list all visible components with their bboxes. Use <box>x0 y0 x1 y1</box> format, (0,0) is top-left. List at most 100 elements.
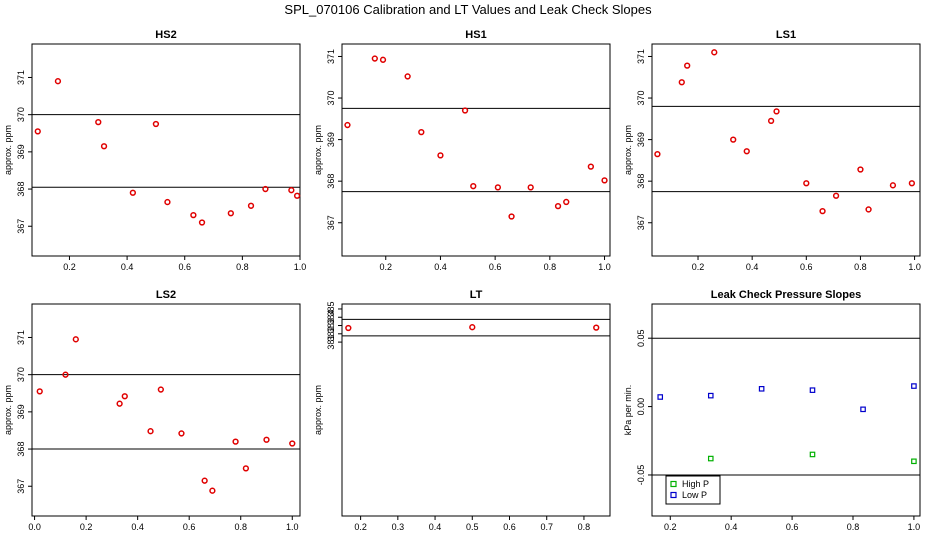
data-point <box>263 436 270 443</box>
data-point <box>100 143 108 150</box>
y-tick-label: 369 <box>16 404 26 419</box>
data-point <box>190 211 197 219</box>
data-point <box>95 118 102 126</box>
data-point <box>147 428 154 435</box>
data-point <box>860 406 866 413</box>
x-tick-label: 0.2 <box>664 522 677 532</box>
x-tick-label: 0.8 <box>234 522 247 532</box>
data-point <box>678 79 685 86</box>
data-point <box>164 198 171 206</box>
chart-panel-3: LS1 0.2 0.4 0.6 0.8 1.0 367 368 369 370 371 approx.… <box>623 29 921 272</box>
panel-title: HS2 <box>155 29 176 41</box>
y-tick-label: 381 <box>326 335 336 350</box>
x-tick-label: 1.0 <box>294 262 307 272</box>
x-tick-label: 0.8 <box>578 522 591 532</box>
data-point <box>908 180 916 187</box>
y-tick-label: 370 <box>636 91 646 106</box>
data-point <box>418 128 425 136</box>
data-point <box>508 213 515 220</box>
data-point <box>289 440 296 447</box>
data-point <box>437 152 444 159</box>
x-tick-label: 0.4 <box>725 522 738 532</box>
x-tick-label: 0.2 <box>80 522 93 532</box>
data-point <box>404 73 411 80</box>
x-tick-label: 0.2 <box>63 262 76 272</box>
y-tick-label: 368 <box>16 442 26 457</box>
data-point <box>62 371 69 378</box>
panel-title: LS1 <box>776 29 796 41</box>
legend-label: High P <box>682 479 709 489</box>
x-tick-label: 1.0 <box>908 262 921 272</box>
plot-frame <box>651 303 921 517</box>
data-point <box>911 458 917 465</box>
x-tick-label: 0.6 <box>178 262 191 272</box>
x-tick-label: 0.5 <box>466 522 479 532</box>
data-point <box>157 386 164 393</box>
x-tick-label: 0.8 <box>236 262 249 272</box>
x-tick-label: 0.2 <box>354 522 367 532</box>
data-point <box>198 219 206 226</box>
figure-title: SPL_070106 Calibration and LT Values and… <box>284 2 652 17</box>
x-tick-label: 0.4 <box>121 262 134 272</box>
data-point <box>232 438 239 445</box>
plot-frame <box>31 43 301 257</box>
y-tick-label: 367 <box>16 219 26 234</box>
data-point <box>201 477 208 484</box>
chart-panel-6: Leak Check Pressure Slopes 0.2 0.4 0.6 0.8 1.… <box>623 289 921 532</box>
x-tick-label: 0.0 <box>28 522 41 532</box>
chart-panel-1: HS2 0.2 0.4 0.6 0.8 1.0 367 368 369 370 371 approx.… <box>3 29 306 272</box>
data-point <box>129 189 137 196</box>
x-tick-label: 0.4 <box>434 262 447 272</box>
data-point <box>601 177 608 184</box>
data-point <box>54 78 62 85</box>
panel-title: LT <box>470 289 483 301</box>
data-point <box>773 108 780 115</box>
y-tick-label: 369 <box>16 144 26 159</box>
data-point <box>657 394 664 400</box>
data-point <box>242 465 250 472</box>
data-point <box>247 202 255 209</box>
y-axis-label: approx. ppm <box>3 125 13 175</box>
y-tick-label: 0.05 <box>636 329 646 347</box>
y-axis-label: approx. ppm <box>3 385 13 435</box>
y-tick-label: 370 <box>326 91 336 106</box>
data-point <box>344 121 351 129</box>
data-point <box>345 324 352 332</box>
x-tick-label: 0.6 <box>503 522 516 532</box>
legend-box <box>665 475 721 505</box>
x-tick-label: 0.6 <box>183 522 196 532</box>
data-point <box>527 184 534 191</box>
y-tick-label: 0.00 <box>636 398 646 416</box>
data-point <box>152 120 160 128</box>
data-point <box>809 387 816 393</box>
data-point <box>911 383 917 389</box>
x-tick-label: 1.0 <box>598 262 611 272</box>
y-tick-label: 367 <box>16 479 26 494</box>
data-point <box>743 148 750 155</box>
x-tick-label: 0.4 <box>429 522 442 532</box>
data-point <box>461 107 469 114</box>
data-point <box>865 206 872 213</box>
x-tick-label: 0.2 <box>692 262 705 272</box>
data-point <box>563 198 570 206</box>
y-tick-label: 367 <box>326 215 336 230</box>
data-point <box>707 455 714 462</box>
data-point <box>819 207 826 215</box>
data-point <box>767 117 775 125</box>
legend-label: Low P <box>682 490 707 500</box>
y-tick-label: 371 <box>16 330 26 345</box>
data-point <box>803 180 810 187</box>
plot-frame <box>31 303 301 517</box>
x-tick-label: 0.4 <box>746 262 759 272</box>
y-tick-label: 371 <box>326 49 336 64</box>
data-point <box>684 62 691 69</box>
data-point <box>758 386 765 392</box>
panel-title: LS2 <box>156 289 176 301</box>
y-axis-label: approx. ppm <box>313 125 323 175</box>
data-point <box>209 487 216 494</box>
y-tick-label: 367 <box>636 215 646 230</box>
y-tick-label: 369 <box>636 132 646 147</box>
x-tick-label: 0.8 <box>544 262 557 272</box>
plot-frame <box>341 43 611 257</box>
